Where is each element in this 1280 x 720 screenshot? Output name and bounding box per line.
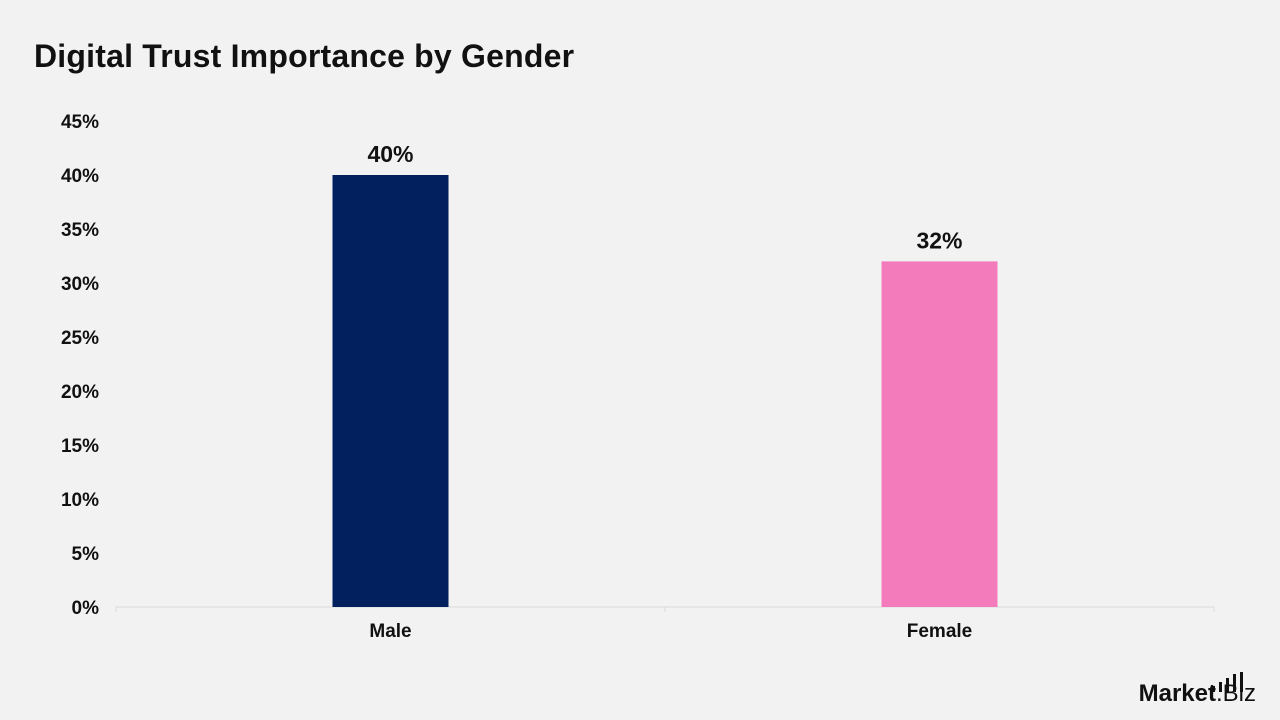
chart-title: Digital Trust Importance by Gender [34,38,575,74]
bar-male [332,175,449,607]
y-tick-label: 15% [61,436,99,457]
data-label-male: 40% [367,141,413,167]
brand-name: Market [1138,680,1216,707]
y-tick-label: 40% [61,166,99,187]
bar-signal-icon [1212,672,1243,692]
y-tick-label: 10% [61,490,99,511]
bar-female [881,261,998,607]
y-tick-label: 20% [61,382,99,403]
x-axis-ticks [115,607,1215,612]
y-tick-label: 35% [61,220,99,241]
y-tick-label: 30% [61,274,99,295]
data-label-female: 32% [916,227,962,253]
y-tick-label: 5% [72,544,100,565]
data-labels: 40% 32% [367,141,962,253]
y-tick-label: 45% [61,112,99,133]
y-tick-label: 25% [61,328,99,349]
x-tick-label-male: Male [369,621,411,642]
x-axis-labels: Male Female [369,621,972,642]
y-axis: 0% 5% 10% 15% 20% 25% 30% 35% 40% 45% [61,112,99,619]
bars [332,175,998,607]
y-tick-label: 0% [72,598,100,619]
x-tick-label-female: Female [907,621,972,642]
